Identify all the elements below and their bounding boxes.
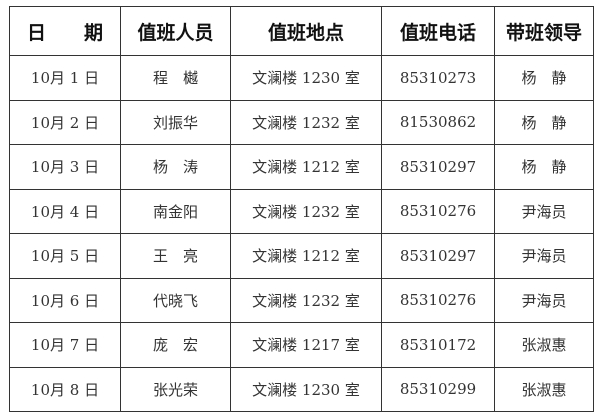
cell-phone: 85310299 [381,366,495,412]
cell-location: 文澜楼 1232 室 [230,277,382,323]
cell-staff: 刘振华 [120,99,231,145]
cell-date: 10月 1 日 [9,55,121,101]
table-row: 10月 4 日南金阳 文澜楼 1232 室 85310276 尹海员 [9,188,594,234]
cell-staff: 杨 涛 [120,144,231,190]
cell-leader: 尹海员 [494,188,594,234]
cell-date: 10月 7 日 [9,322,121,368]
table-row: 10月 3 日杨 涛文澜楼 1212 室 85310297 杨 静 [9,144,594,190]
cell-date: 10月 2 日 [9,99,121,145]
cell-staff: 张光荣 [120,366,231,412]
cell-phone: 85310297 [381,144,495,190]
cell-date: 10月 4 日 [9,188,121,234]
table-row: 10月 5 日王 亮文澜楼 1212 室 85310297 尹海员 [9,233,594,279]
cell-staff: 程 樾 [120,55,231,101]
cell-location: 文澜楼 1232 室 [230,188,382,234]
cell-staff: 王 亮 [120,233,231,279]
header-location: 值班地点 [230,6,382,56]
table-row: 10月 1 日程 樾文澜楼 1230 室 85310273 杨 静 [9,55,594,101]
cell-staff: 庞 宏 [120,322,231,368]
header-date: 日 期 [9,6,121,56]
header-row: 日 期 值班人员 值班地点 值班电话 带班领导 [9,6,594,56]
cell-date: 10月 6 日 [9,277,121,323]
cell-location: 文澜楼 1212 室 [230,233,382,279]
cell-phone: 81530862 [381,99,495,145]
table-row: 10月 7 日庞 宏文澜楼 1217 室 85310172 张淑惠 [9,322,594,368]
cell-leader: 张淑惠 [494,322,594,368]
table-row: 10月 8 日张光荣 文澜楼 1230 室 85310299 张淑惠 [9,366,594,412]
cell-phone: 85310276 [381,277,495,323]
cell-phone: 85310172 [381,322,495,368]
cell-date: 10月 8 日 [9,366,121,412]
cell-leader: 尹海员 [494,233,594,279]
cell-leader: 杨 静 [494,144,594,190]
cell-leader: 杨 静 [494,99,594,145]
cell-location: 文澜楼 1232 室 [230,99,382,145]
cell-date: 10月 3 日 [9,144,121,190]
cell-phone: 85310276 [381,188,495,234]
cell-phone: 85310297 [381,233,495,279]
header-phone: 值班电话 [381,6,495,56]
cell-location: 文澜楼 1230 室 [230,55,382,101]
cell-staff: 南金阳 [120,188,231,234]
table-row: 10月 2 日刘振华 文澜楼 1232 室 81530862 杨 静 [9,99,594,145]
cell-leader: 杨 静 [494,55,594,101]
cell-leader: 尹海员 [494,277,594,323]
cell-location: 文澜楼 1230 室 [230,366,382,412]
duty-schedule-table: 日 期 值班人员 值班地点 值班电话 带班领导 10月 1 日程 樾文澜楼 12… [9,6,594,412]
table-row: 10月 6 日代晓飞 文澜楼 1232 室 85310276 尹海员 [9,277,594,323]
cell-leader: 张淑惠 [494,366,594,412]
cell-date: 10月 5 日 [9,233,121,279]
cell-location: 文澜楼 1217 室 [230,322,382,368]
cell-phone: 85310273 [381,55,495,101]
cell-location: 文澜楼 1212 室 [230,144,382,190]
header-staff: 值班人员 [120,6,231,56]
header-leader: 带班领导 [494,6,594,56]
cell-staff: 代晓飞 [120,277,231,323]
